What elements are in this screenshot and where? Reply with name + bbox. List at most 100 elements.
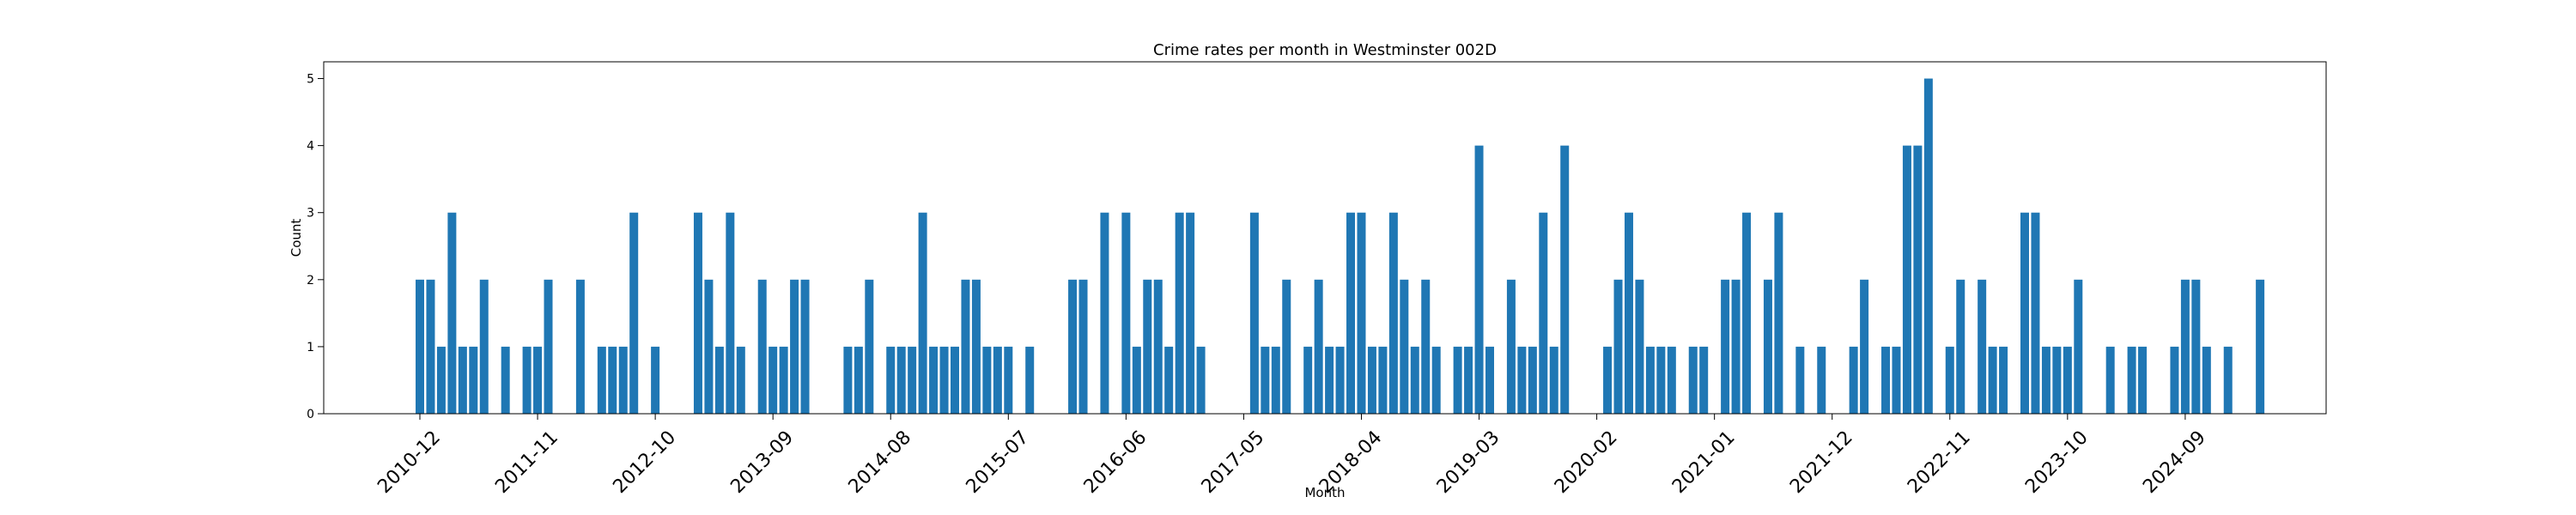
bar-2015-02 [951, 346, 959, 414]
bar-2022-06 [1892, 346, 1901, 414]
bar-2015-03 [961, 279, 970, 414]
bar-2024-11 [2202, 346, 2211, 414]
bar-2018-05 [1367, 346, 1376, 414]
bar-2017-12 [1314, 279, 1323, 414]
bar-2012-07 [618, 346, 628, 414]
bar-2021-11 [1817, 346, 1826, 414]
bar-2016-08 [1143, 279, 1152, 414]
bar-2020-03 [1603, 346, 1613, 414]
bar-2010-12 [416, 279, 424, 414]
bar-2022-08 [1913, 145, 1923, 414]
bar-2021-03 [1731, 279, 1741, 414]
bar-2019-02 [1464, 346, 1473, 414]
x-tick-label: 2016-06 [1080, 427, 1151, 498]
bar-2020-12 [1699, 346, 1709, 414]
x-tick-label: 2023-10 [2021, 427, 2093, 498]
x-tick-label: 2013-09 [726, 427, 798, 498]
x-tick-label: 2019-03 [1433, 427, 1504, 498]
bar-2016-12 [1186, 212, 1195, 414]
bar-2011-08 [501, 346, 510, 414]
bar-2018-11 [1431, 346, 1441, 414]
bar-2025-04 [2256, 279, 2265, 414]
bar-2012-08 [629, 212, 639, 414]
bar-2016-06 [1121, 212, 1131, 414]
bar-2023-02 [1978, 279, 1987, 414]
bar-2014-08 [886, 346, 896, 414]
bar-2019-03 [1474, 145, 1484, 414]
bar-2024-02 [2105, 346, 2115, 414]
bar-2021-07 [1774, 212, 1783, 414]
bar-2024-04 [2127, 346, 2136, 414]
y-axis-label: Count [289, 219, 304, 258]
bar-2017-11 [1303, 346, 1313, 414]
bar-2024-10 [2191, 279, 2201, 414]
bar-series [416, 78, 2265, 415]
bar-2018-01 [1325, 346, 1334, 414]
bar-2019-01 [1453, 346, 1462, 414]
bar-2016-01 [1068, 279, 1078, 414]
bar-2013-04 [714, 346, 724, 414]
x-tick-label: 2012-10 [609, 427, 680, 498]
bar-2012-10 [651, 346, 660, 414]
y-tick-label: 5 [307, 73, 314, 87]
bar-2019-07 [1517, 346, 1527, 414]
bar-2011-06 [479, 279, 489, 414]
bar-2015-04 [971, 279, 981, 414]
bar-2024-09 [2180, 279, 2190, 414]
bar-2022-05 [1881, 346, 1891, 414]
bar-2016-09 [1153, 279, 1163, 414]
bar-2019-11 [1560, 145, 1570, 414]
bar-2012-03 [575, 279, 585, 414]
bar-2014-11 [918, 212, 927, 414]
bar-2014-09 [896, 346, 906, 414]
bar-2019-09 [1539, 212, 1548, 414]
bar-2018-03 [1346, 212, 1356, 414]
bar-2015-05 [982, 346, 992, 414]
bar-2016-11 [1175, 212, 1184, 414]
bar-2017-08 [1271, 346, 1280, 414]
bar-2020-07 [1645, 346, 1655, 414]
bar-2020-06 [1635, 279, 1644, 414]
y-tick-label: 4 [307, 140, 314, 154]
bar-2011-04 [458, 346, 467, 414]
bar-2020-05 [1624, 212, 1633, 414]
y-tick-label: 2 [307, 274, 314, 288]
bar-2017-01 [1196, 346, 1206, 414]
x-tick-label: 2017-05 [1198, 427, 1269, 498]
y-tick-label: 0 [307, 408, 314, 421]
y-tick-label: 1 [307, 341, 314, 354]
bar-2012-05 [597, 346, 606, 414]
bar-2016-02 [1078, 279, 1088, 414]
x-axis: 2010-12 2011-11 2012-10 2013-09 2014-08 2015-… [374, 414, 2210, 498]
bar-2018-08 [1400, 279, 1409, 414]
x-tick-label: 2021-12 [1786, 427, 1857, 498]
bar-2023-06 [2020, 212, 2029, 414]
bar-2014-10 [908, 346, 917, 414]
bar-2014-05 [854, 346, 863, 414]
bar-2014-06 [865, 279, 874, 414]
bar-2012-06 [608, 346, 617, 414]
bar-2023-03 [1988, 346, 1997, 414]
bar-2011-01 [426, 279, 435, 414]
bar-2014-12 [929, 346, 939, 414]
bar-2013-03 [704, 279, 714, 414]
bar-2020-08 [1656, 346, 1666, 414]
bar-2022-12 [1956, 279, 1965, 414]
plot-frame [323, 61, 2327, 415]
bar-2020-11 [1688, 346, 1698, 414]
x-tick-label: 2021-01 [1668, 427, 1740, 498]
bar-2024-08 [2170, 346, 2179, 414]
bar-2021-06 [1763, 279, 1772, 414]
bar-2013-05 [726, 212, 735, 414]
bar-2019-04 [1485, 346, 1494, 414]
x-tick-label: 2010-12 [374, 427, 445, 498]
y-tick-label: 3 [307, 207, 314, 221]
bar-2023-11 [2074, 279, 2083, 414]
bar-2023-09 [2052, 346, 2062, 414]
bar-2021-09 [1795, 346, 1805, 414]
bar-2017-07 [1261, 346, 1270, 414]
bar-2011-12 [544, 279, 553, 414]
bar-2018-02 [1335, 346, 1345, 414]
bar-2019-08 [1528, 346, 1537, 414]
